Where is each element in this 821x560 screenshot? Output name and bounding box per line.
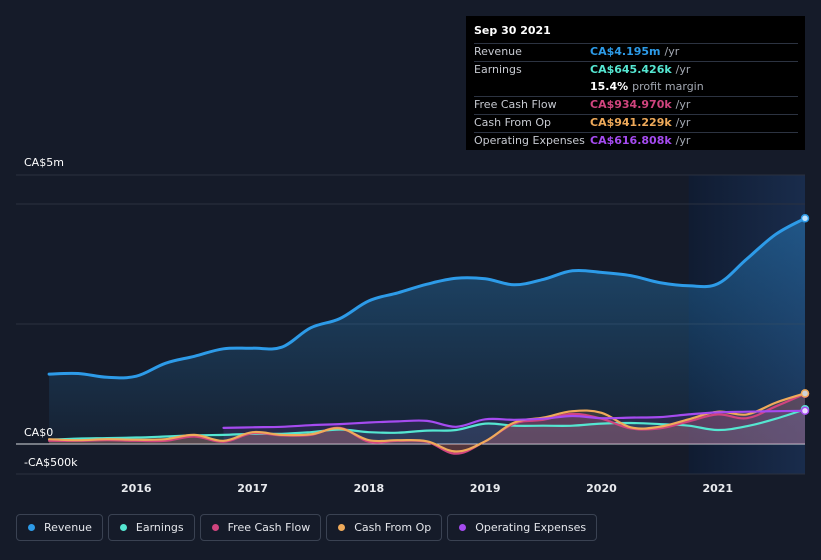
earnings-line (48, 408, 807, 441)
tooltip-value: CA$934.970k (590, 98, 672, 111)
cash-from-op-dot-icon (338, 524, 346, 531)
tooltip-label: Cash From Op (474, 116, 552, 129)
operating-expenses-area (223, 410, 805, 444)
legend-item-cash-from-op[interactable]: Cash From Op (326, 514, 443, 541)
revenue-dot-icon (28, 524, 35, 531)
free-cash-flow-dot-icon (211, 524, 219, 531)
x-tick-label: 2016 (121, 482, 152, 495)
y-tick-label: CA$5m (24, 156, 64, 169)
legend-item-operating-expenses[interactable]: Operating Expenses (447, 514, 598, 541)
tooltip-unit: /yr (675, 63, 691, 76)
tooltip-row-revenue: Revenue CA$4.195m /yr (474, 43, 798, 61)
tooltip-unit: /yr (664, 45, 680, 58)
y-tick-label: -CA$500k (24, 456, 78, 469)
tooltip-unit: /yr (675, 134, 691, 147)
tooltip-label (474, 79, 590, 96)
tooltip-row-earnings: Earnings CA$645.426k /yr (474, 61, 798, 79)
operating-expenses-end-point (800, 406, 810, 416)
legend-label: Free Cash Flow (227, 521, 311, 534)
legend-label: Cash From Op (354, 521, 432, 534)
earnings-dot-icon (119, 524, 127, 531)
tooltip-panel: Sep 30 2021 Revenue CA$4.195m /yr Earnin… (466, 16, 805, 150)
revenue-end-point (800, 214, 810, 223)
y-tick-label: CA$0 (24, 426, 53, 439)
x-tick-label: 2021 (702, 482, 733, 495)
tooltip-label: Free Cash Flow (474, 98, 557, 111)
legend-label: Operating Expenses (475, 521, 587, 534)
operating-expenses-line (222, 409, 807, 429)
x-tick-label: 2017 (237, 482, 268, 495)
tooltip-row-cash-from-op: Cash From Op CA$941.229k /yr (474, 114, 798, 132)
cash-from-op-end-point (800, 389, 810, 398)
tooltip-value: CA$616.808k (590, 134, 672, 147)
legend-label: Revenue (44, 521, 92, 534)
tooltip-unit: /yr (675, 98, 691, 111)
tooltip-row-operating-expenses: Operating Expenses CA$616.808k /yr (474, 132, 798, 150)
legend-item-free-cash-flow[interactable]: Free Cash Flow (199, 514, 322, 541)
legend-label: Earnings (135, 521, 184, 534)
tooltip-value: CA$645.426k (590, 63, 672, 76)
cash-from-op-line (48, 392, 807, 453)
tooltip-date: Sep 30 2021 (474, 24, 551, 37)
tooltip-label: Earnings (474, 63, 522, 76)
x-tick-label: 2020 (586, 482, 617, 495)
tooltip-value: CA$4.195m (590, 45, 661, 58)
operating-expenses-dot-icon (459, 524, 467, 531)
x-tick-label: 2019 (470, 482, 501, 495)
x-tick-label: 2018 (354, 482, 385, 495)
tooltip-label: Revenue (474, 45, 522, 58)
tooltip-row-margin: 15.4% profit margin (474, 79, 798, 96)
tooltip-label: Operating Expenses (474, 134, 585, 147)
revenue-line (47, 216, 807, 380)
tooltip-unit: profit margin (632, 80, 704, 93)
tooltip-unit: /yr (675, 116, 691, 129)
tooltip-row-free-cash-flow: Free Cash Flow CA$934.970k /yr (474, 96, 798, 114)
chart-legend: Revenue Earnings Free Cash Flow Cash Fro… (16, 514, 602, 541)
tooltip-value: 15.4% (590, 80, 629, 93)
legend-item-earnings[interactable]: Earnings (107, 514, 195, 541)
tooltip-value: CA$941.229k (590, 116, 672, 129)
legend-item-revenue[interactable]: Revenue (16, 514, 103, 541)
